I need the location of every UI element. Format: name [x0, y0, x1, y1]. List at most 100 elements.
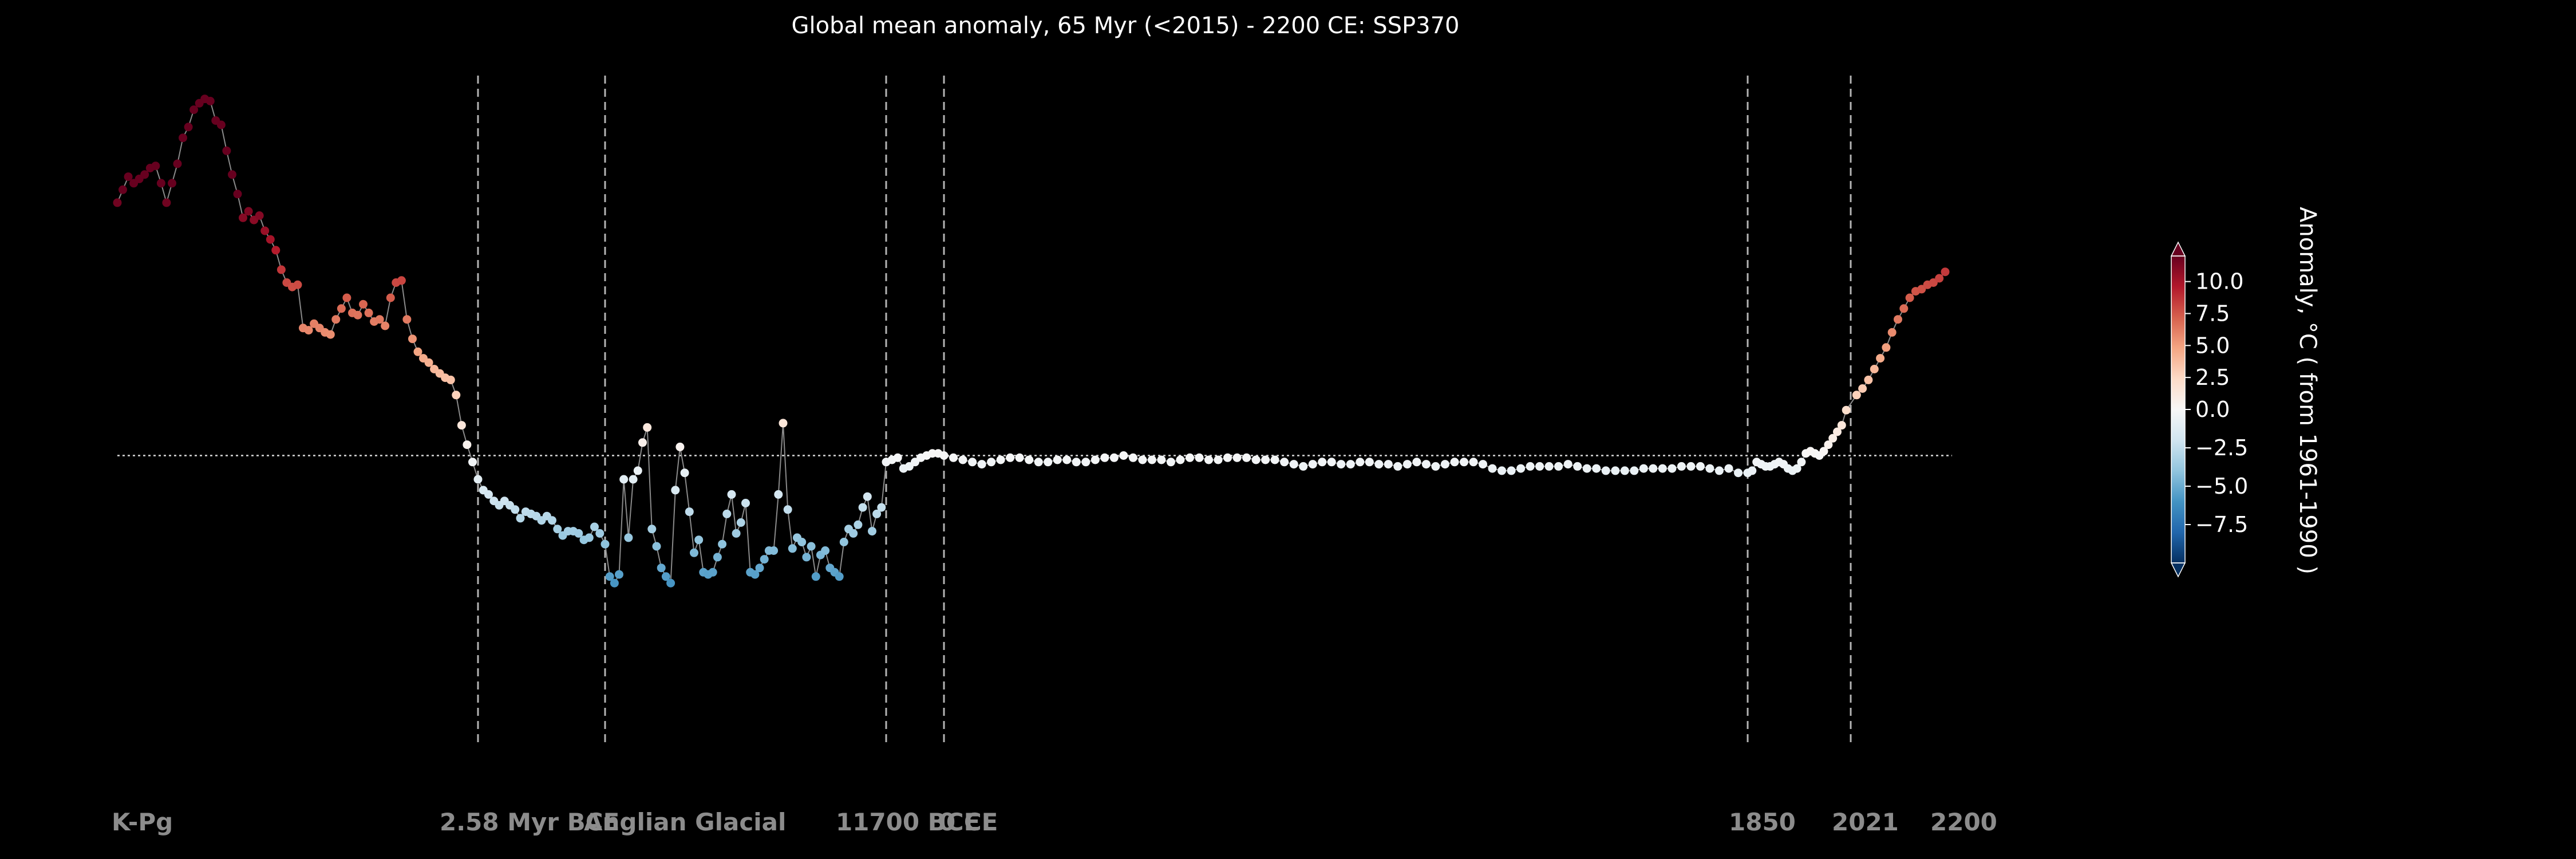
- era-label: 2021: [1832, 808, 1899, 836]
- anomaly-point: [1100, 453, 1109, 462]
- anomaly-point: [511, 505, 520, 514]
- anomaly-point: [685, 507, 694, 517]
- era-label: 0 CE: [939, 808, 998, 836]
- anomaly-point: [1899, 304, 1909, 313]
- colorbar-min-extend: [2170, 562, 2186, 578]
- anomaly-point: [1686, 462, 1696, 471]
- colorbar-tick-label: −2.5: [2195, 435, 2248, 460]
- anomaly-point: [228, 170, 236, 179]
- anomaly-point: [1734, 468, 1743, 478]
- anomaly-point: [1195, 453, 1204, 462]
- anomaly-point: [811, 572, 820, 581]
- anomaly-point: [331, 315, 341, 324]
- anomaly-point: [1119, 451, 1128, 460]
- era-label: 1850: [1729, 808, 1796, 836]
- anomaly-point: [1242, 453, 1251, 462]
- anomaly-point: [1601, 466, 1610, 475]
- anomaly-point: [624, 533, 633, 542]
- anomaly-point: [189, 105, 199, 115]
- anomaly-point: [124, 172, 133, 182]
- anomaly-point: [1858, 384, 1867, 393]
- anomaly-point: [216, 120, 226, 129]
- anomaly-point: [1870, 365, 1879, 373]
- anomaly-point: [600, 539, 610, 549]
- colorbar-max-extend: [2170, 241, 2186, 257]
- anomaly-point: [821, 546, 830, 555]
- anomaly-point: [849, 529, 858, 538]
- anomaly-point: [666, 578, 675, 588]
- anomaly-point: [1223, 453, 1232, 462]
- anomaly-point: [1649, 464, 1658, 473]
- anomaly-point: [708, 568, 717, 577]
- anomaly-point: [802, 553, 811, 562]
- anomaly-point: [638, 438, 647, 447]
- anomaly-point: [1384, 460, 1393, 469]
- anomaly-point: [1905, 293, 1914, 302]
- anomaly-point: [1270, 455, 1279, 464]
- anomaly-point: [266, 235, 275, 244]
- anomaly-point: [446, 375, 455, 384]
- anomaly-point: [233, 190, 242, 199]
- anomaly-point: [244, 207, 253, 216]
- anomaly-point: [260, 226, 270, 235]
- anomaly-point: [877, 503, 886, 512]
- anomaly-point: [595, 529, 605, 538]
- colorbar-tick-label: −7.5: [2195, 512, 2248, 537]
- anomaly-point: [1677, 462, 1686, 471]
- anomaly-point: [1025, 455, 1034, 464]
- anomaly-point: [457, 421, 466, 430]
- anomaly-point: [615, 570, 623, 579]
- anomaly-point: [680, 468, 689, 478]
- anomaly-point: [574, 529, 583, 538]
- anomaly-point: [1724, 464, 1733, 473]
- anomaly-point: [1842, 405, 1851, 415]
- anomaly-point: [239, 213, 247, 222]
- anomaly-point: [1365, 458, 1374, 467]
- anomaly-point: [1748, 466, 1757, 475]
- anomaly-point: [839, 538, 848, 546]
- anomaly-point: [1346, 460, 1355, 469]
- anomaly-point: [605, 572, 614, 581]
- anomaly-point: [1128, 453, 1137, 462]
- anomaly-point: [1544, 462, 1554, 471]
- era-label: 2.58 Myr BCE: [440, 808, 619, 836]
- anomaly-point: [364, 308, 373, 317]
- anomaly-point: [1081, 458, 1091, 467]
- anomaly-point: [1792, 464, 1801, 473]
- anomaly-point: [671, 486, 680, 495]
- anomaly-point: [375, 315, 384, 324]
- anomaly-point: [1864, 375, 1873, 384]
- anomaly-point: [1828, 434, 1838, 443]
- anomaly-point: [755, 564, 764, 573]
- anomaly-point: [271, 246, 280, 255]
- anomaly-point: [718, 539, 727, 549]
- anomaly-point: [397, 276, 406, 285]
- anomaly-point: [342, 293, 351, 302]
- anomaly-point: [1488, 464, 1497, 473]
- anomaly-point: [1894, 315, 1902, 324]
- anomaly-point: [750, 570, 760, 579]
- anomaly-point: [1204, 455, 1213, 464]
- anomaly-point: [468, 458, 477, 467]
- era-label: 2200: [1930, 808, 1997, 836]
- anomaly-point: [1337, 460, 1346, 469]
- anomaly-point: [293, 280, 302, 289]
- anomaly-point: [657, 564, 666, 573]
- anomaly-point: [1929, 278, 1938, 287]
- anomaly-point: [939, 451, 949, 460]
- anomaly-point: [1917, 285, 1926, 294]
- anomaly-point: [1639, 464, 1648, 473]
- anomaly-point: [987, 458, 996, 467]
- anomaly-point: [156, 179, 165, 188]
- anomaly-point: [140, 170, 149, 179]
- anomaly-point: [1824, 440, 1833, 450]
- anomaly-point: [386, 293, 395, 302]
- anomaly-point: [610, 578, 619, 588]
- colorbar: 10.0 7.5 5.0 2.5 0.0 −2.5 −5.0 −7.5 Anomaly, °C …: [2170, 207, 2321, 578]
- era-label: K-Pg: [112, 808, 173, 836]
- anomaly-point: [769, 546, 779, 555]
- anomaly-point: [713, 553, 722, 562]
- anomaly-trace-line: [117, 98, 1946, 585]
- anomaly-point: [1611, 466, 1620, 475]
